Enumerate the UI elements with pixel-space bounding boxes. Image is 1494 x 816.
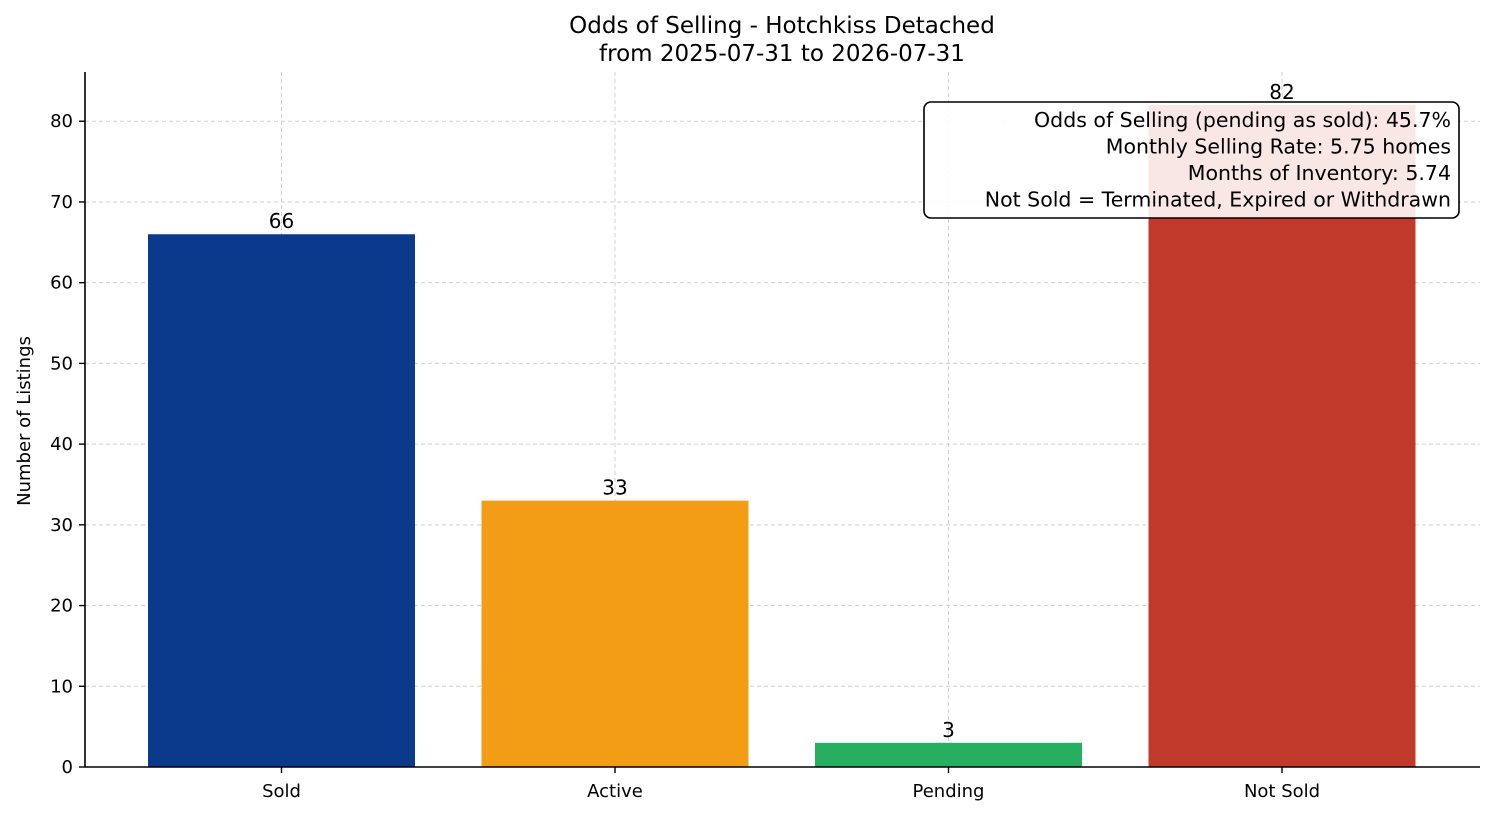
y-tick-label: 70: [50, 192, 73, 213]
y-tick-label: 10: [50, 676, 73, 697]
bar-value-label: 66: [269, 209, 294, 233]
info-line: Months of Inventory: 5.74: [1188, 161, 1451, 185]
bar-value-label: 33: [602, 476, 627, 500]
x-tick-label: Not Sold: [1244, 781, 1320, 802]
y-tick-label: 50: [50, 353, 73, 374]
info-box-frame: [923, 101, 1460, 219]
y-tick-label: 0: [62, 757, 73, 778]
bar-value-label: 3: [942, 718, 955, 742]
bar-value-label: 82: [1269, 80, 1294, 104]
info-line: Odds of Selling (pending as sold): 45.7%: [1034, 108, 1451, 132]
axes: 0 10 20 30 40 50 60 70 80 Sold Active Pending Not So…: [50, 72, 1480, 802]
x-tick-label: Sold: [262, 781, 301, 802]
bar-sold: [148, 234, 415, 768]
y-tick-label: 30: [50, 515, 73, 536]
info-line: Not Sold = Terminated, Expired or Withdr…: [985, 188, 1451, 212]
bar-active: [481, 500, 749, 767]
info-box: Odds of Selling (pending as sold): 45.7%…: [923, 101, 1460, 219]
chart-subtitle: from 2025-07-31 to 2026-07-31: [599, 41, 965, 67]
chart-title: Odds of Selling - Hotchkiss Detached: [569, 13, 995, 39]
bar-pending: [815, 742, 1082, 767]
y-tick-label: 40: [50, 434, 73, 455]
y-tick-label: 60: [50, 273, 73, 294]
y-tick-label: 80: [50, 111, 73, 132]
y-tick-label: 20: [50, 596, 73, 617]
info-line: Monthly Selling Rate: 5.75 homes: [1106, 135, 1451, 159]
x-tick-label: Active: [587, 781, 643, 802]
y-axis-label: Number of Listings: [14, 336, 35, 506]
x-tick-label: Pending: [913, 781, 985, 802]
